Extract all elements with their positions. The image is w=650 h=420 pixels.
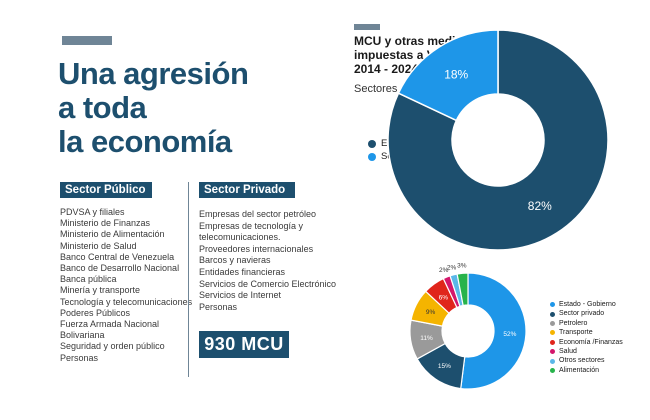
headline-line: Una agresión	[58, 56, 249, 91]
public-sector-item: Ministerio de Finanzas	[60, 218, 151, 229]
private-sector-heading: Sector Privado	[199, 182, 295, 198]
donut2-slice	[456, 272, 469, 307]
private-sector-item: Servicios de Internet	[199, 290, 282, 301]
public-sector-item: Personas	[60, 352, 99, 363]
public-sector-item: Banca pública	[60, 274, 117, 285]
legend-entry: Sector privado	[550, 309, 623, 318]
private-sector-item: telecomunicaciones.	[199, 232, 281, 243]
legend-label: Transporte	[559, 329, 593, 337]
legend-label: Sector privado	[559, 310, 605, 318]
legend-label: Estado - Gobierno	[559, 301, 616, 308]
public-sector-item: Tecnología y telecomunicaciones	[60, 296, 193, 307]
title-accent-bar	[62, 36, 112, 45]
donut2-data-label: 9%	[426, 309, 436, 316]
public-sector-item: Seguridad y orden público	[60, 341, 165, 352]
legend-entry: Petrolero	[550, 319, 623, 328]
page-headline: Una agresión a toda la economía	[58, 57, 298, 159]
public-sector-item: Poderes Públicos	[60, 307, 131, 318]
public-sector-item: Fuerza Armada Nacional	[60, 319, 160, 330]
private-sector-item: Servicios de Comercio Electrónico	[199, 278, 337, 289]
donut2-data-label: 52%	[503, 331, 516, 338]
headline-line: a toda	[58, 90, 147, 125]
legend-label: Otros sectores	[559, 357, 605, 365]
column-divider	[188, 182, 189, 377]
donut2-data-label: 15%	[438, 363, 451, 370]
public-sector-item: Ministerio de Alimentación	[60, 229, 165, 240]
legend-label: Alimentación	[559, 366, 600, 374]
private-sector-item: Proveedores internacionales	[199, 243, 314, 254]
legend-swatch	[550, 330, 555, 336]
private-sector-item: Entidades financieras	[199, 266, 286, 277]
donut1-data-label: 18%	[444, 67, 468, 81]
legend-label: Economía /Finanzas	[559, 338, 623, 346]
total-mcu-badge: 930 MCU	[199, 331, 289, 358]
legend-swatch	[550, 321, 555, 327]
public-sector-item: Bolivariana	[60, 330, 105, 341]
public-sector-item: Minería y transporte	[60, 285, 141, 296]
donut1-data-label: 82%	[528, 199, 552, 213]
legend-entry: Estado - Gobierno	[550, 300, 623, 309]
legend-swatch	[550, 349, 555, 355]
legend-swatch	[550, 339, 555, 345]
private-sector-item: Empresas del sector petróleo	[199, 209, 317, 219]
donut2-data-label: 2%	[447, 264, 457, 271]
headline-line: la economía	[58, 124, 232, 159]
legend-entry: Alimentación	[550, 366, 623, 375]
donut2-data-label: 3%	[457, 263, 467, 270]
public-sector-heading: Sector Público	[60, 182, 152, 198]
legend-entry: Transporte	[550, 328, 623, 337]
legend-swatch	[550, 302, 555, 308]
donut2-data-label: 11%	[420, 335, 433, 342]
private-sector-item: Personas	[199, 301, 238, 312]
public-sector-item: PDVSA y filiales	[60, 207, 125, 217]
donut2-data-label: 6%	[439, 294, 449, 301]
legend-swatch	[368, 139, 376, 148]
private-sector-item: Barcos y navieras	[199, 255, 271, 266]
public-sector-item: Ministerio de Salud	[60, 240, 137, 251]
donut2-slice	[460, 272, 527, 390]
public-sector-list: PDVSA y filiales Ministerio de Finanzas Mi…	[60, 207, 192, 364]
legend-swatch	[550, 311, 555, 317]
legend-label: Salud	[559, 348, 577, 356]
legend-entry: Salud	[550, 347, 623, 356]
legend-swatch	[368, 152, 376, 161]
chart-title-line: 2014 - 2024.	[354, 62, 422, 76]
donut2-data-label: 2%	[439, 267, 449, 274]
donut1-slice	[387, 29, 609, 251]
public-sector-item: Banco Central de Venezuela	[60, 251, 175, 262]
private-sector-list: Empresas del sector petróleo Empresas de …	[199, 209, 336, 313]
chart-accent-bar	[354, 24, 380, 30]
legend-entry: Otros sectores	[550, 356, 623, 365]
legend-swatch	[550, 358, 555, 364]
public-sector-item: Banco de Desarrollo Nacional	[60, 263, 180, 274]
donut1-slice	[397, 29, 499, 122]
legend-entry: Economía /Finanzas	[550, 338, 623, 347]
legend-swatch	[550, 368, 555, 374]
private-sector-item: Empresas de tecnología y	[199, 220, 304, 231]
legend-label: Petrolero	[559, 319, 588, 327]
donut2-legend: Estado - Gobierno Sector privado Petrolero…	[550, 300, 623, 375]
